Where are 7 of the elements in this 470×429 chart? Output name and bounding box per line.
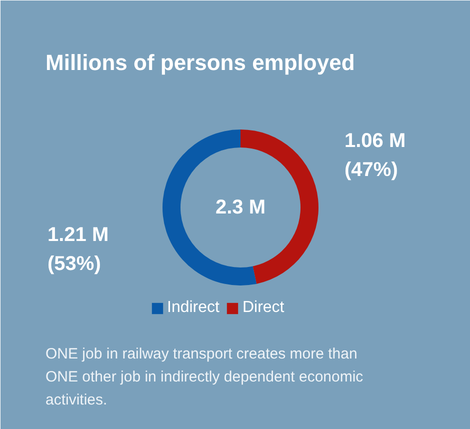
chart-title: Millions of persons employed	[46, 50, 355, 75]
data-label: 1.21 M (53%)	[48, 224, 109, 275]
legend-label: Indirect	[167, 299, 220, 317]
text: 2.3 M	[215, 196, 266, 218]
text: ONE job in railway transport creates more than ONE other job in indirectly dependent economic activities.	[46, 346, 364, 408]
data-label: 1.06 M (47%)	[344, 130, 406, 181]
legend-label: Direct	[242, 299, 284, 317]
